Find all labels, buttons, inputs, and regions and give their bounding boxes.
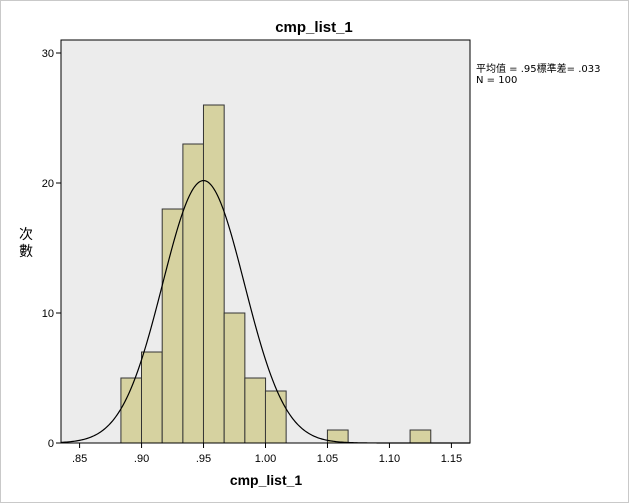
stats-n: N = 100: [476, 75, 517, 86]
x-tick-label: .85: [72, 453, 87, 465]
y-tick-label: 10: [42, 308, 54, 320]
x-tick-label: .90: [134, 453, 149, 465]
stats-mean-sd: 平均值 = .95標準差= .033: [476, 62, 600, 75]
histogram-bar: [244, 377, 267, 444]
histogram-bar: [409, 429, 432, 444]
y-ticks: 0 10 20 30: [42, 48, 61, 450]
x-tick-label: 1.00: [255, 453, 276, 465]
x-tick-label: 1.10: [379, 453, 400, 465]
x-tick-label: 1.05: [317, 453, 338, 465]
y-tick-label: 0: [48, 438, 54, 450]
y-axis-label: 次數: [19, 227, 33, 260]
x-axis-label: cmp_list_1: [230, 472, 303, 488]
y-tick-label: 20: [42, 178, 54, 190]
chart-title: cmp_list_1: [275, 19, 353, 36]
y-tick-label: 30: [42, 48, 54, 60]
x-tick-label: .95: [196, 453, 211, 465]
histogram-bar: [140, 351, 163, 444]
plot-area: [60, 39, 471, 444]
histogram-bar: [202, 104, 225, 444]
bars-group: [120, 104, 432, 444]
histogram-bar: [264, 390, 287, 444]
x-tick-label: 1.15: [441, 453, 462, 465]
histogram-bar: [223, 312, 246, 444]
x-ticks: .85 .90 .95 1.00 1.05 1.10 1.15: [72, 443, 462, 465]
